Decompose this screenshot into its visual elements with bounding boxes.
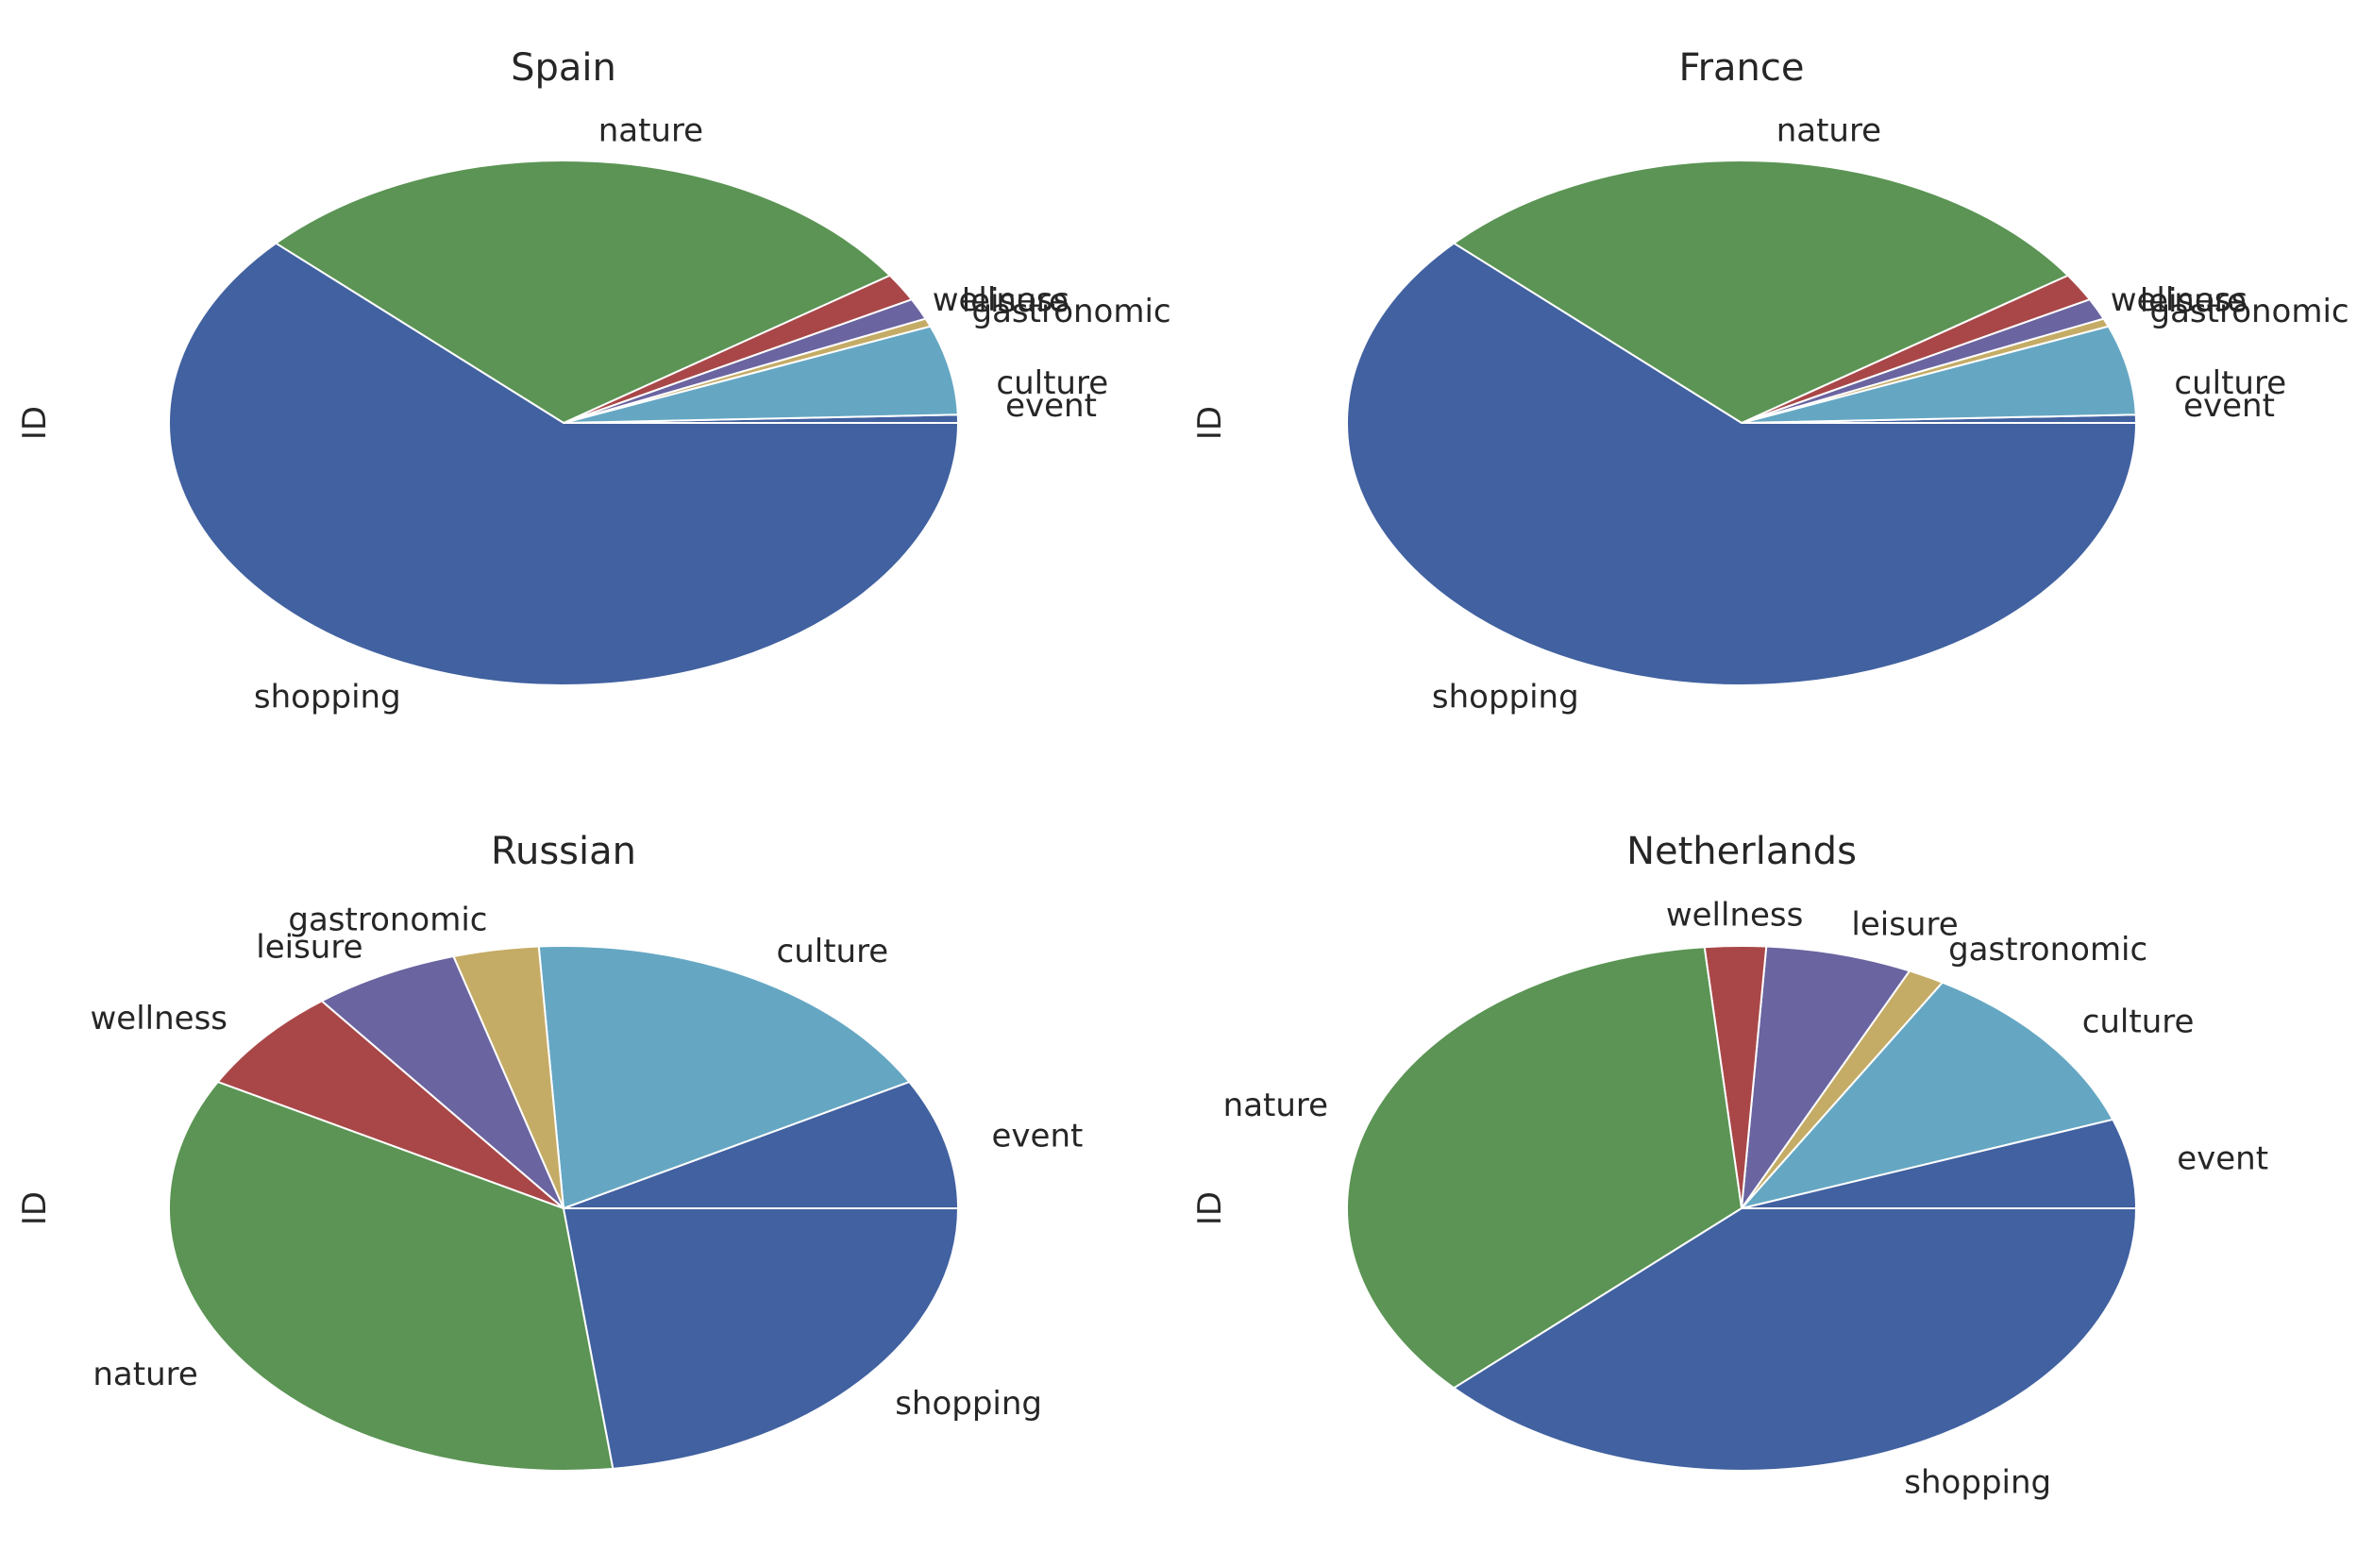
pie-slice-nature: [274, 160, 892, 425]
pie-slice-leisure: [320, 954, 564, 1209]
pie-label-nature: nature: [93, 1356, 197, 1393]
pie-slice-shopping: [168, 242, 960, 686]
pie-label-culture: culture: [2082, 1003, 2195, 1041]
pie-label-gastronomic: gastronomic: [1948, 931, 2147, 969]
pie-label-gastronomic: gastronomic: [288, 901, 487, 938]
pie-slice-shopping: [1346, 242, 2138, 686]
pie-slice-nature: [1346, 946, 1743, 1390]
pie-panel-netherlands: Netherlands ID event culture gastronomicleis…: [1191, 830, 2268, 1502]
pie-label-shopping: shopping: [254, 679, 401, 717]
pie-slice-culture: [537, 945, 911, 1210]
pie-label-nature: nature: [1776, 112, 1881, 150]
pie-label-nature: nature: [598, 112, 703, 150]
pie-label-leisure: leisure: [2140, 282, 2247, 320]
pie-label-culture: culture: [777, 933, 889, 970]
pie-slice-event: [1741, 1118, 2138, 1209]
pie-slice-shopping: [1452, 1207, 2138, 1472]
pie-ylabel: ID: [16, 1191, 54, 1225]
pie-label-nature: nature: [1223, 1087, 1328, 1124]
pie-label-shopping: shopping: [895, 1385, 1042, 1423]
pie-label-leisure: leisure: [1851, 905, 1958, 943]
pie-slice-nature: [168, 1080, 615, 1473]
pie-label-culture: culture: [2174, 364, 2286, 402]
pie-label-wellness: wellness: [2111, 281, 2248, 319]
pie-label-wellness: wellness: [933, 281, 1070, 319]
pie-label-event: event: [2177, 1140, 2268, 1178]
pie-label-leisure: leisure: [962, 282, 1069, 320]
pie-label-event: event: [992, 1118, 1084, 1155]
pie-label-event: event: [2183, 387, 2275, 425]
pie-label-culture: culture: [996, 364, 1108, 402]
pie-label-shopping: shopping: [1432, 679, 1579, 717]
pie-slice-leisure: [1740, 945, 1911, 1212]
pie-label-leisure: leisure: [256, 929, 362, 967]
pie-label-event: event: [1005, 387, 1097, 425]
pie-slice-wellness: [216, 1000, 564, 1209]
pie-slice-culture: [563, 325, 959, 424]
pie-slice-event: [563, 1080, 960, 1209]
pie-label-gastronomic: gastronomic: [2150, 293, 2349, 330]
pie-ylabel: ID: [1191, 406, 1229, 440]
pie-slice-shopping: [562, 1207, 960, 1470]
pie-title: Netherlands: [1626, 830, 1857, 873]
pie-label-wellness: wellness: [90, 1000, 227, 1037]
pie-slice-culture: [1739, 981, 2114, 1210]
pie-title: Spain: [511, 46, 616, 90]
pie-slice-nature: [1452, 160, 2070, 425]
pie-ylabel: ID: [16, 406, 54, 440]
pie-label-wellness: wellness: [1666, 897, 1804, 935]
pie-ylabel: ID: [1191, 1191, 1229, 1225]
pie-title: Russian: [491, 830, 636, 873]
pie-label-gastronomic: gastronomic: [972, 293, 1171, 330]
pie-title: France: [1678, 46, 1804, 90]
pie-label-shopping: shopping: [1904, 1464, 2051, 1502]
pie-slice-culture: [1741, 325, 2137, 424]
